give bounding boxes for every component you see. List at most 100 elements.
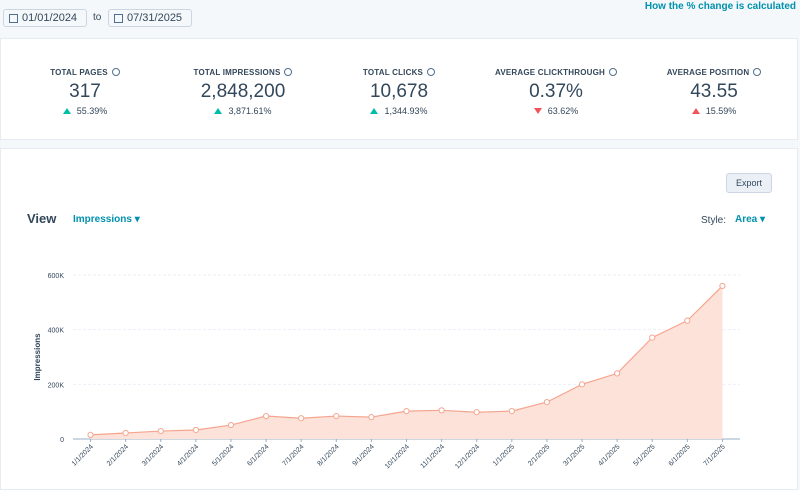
kpi: AVERAGE POSITION 43.55 15.59% [634, 68, 794, 116]
x-tick-label: 9/1/2024 [352, 443, 376, 467]
kpi-card: TOTAL PAGES 317 55.39% TOTAL IMPRESSIONS 2,8… [0, 38, 798, 140]
kpi-label: TOTAL PAGES [5, 68, 165, 77]
style-label: Style: [701, 215, 727, 226]
trend-arrow [214, 108, 223, 114]
x-tick-label: 2/1/2025 [527, 443, 551, 467]
y-tick-label: 200K [48, 382, 65, 389]
x-tick-label: 2/1/2024 [106, 443, 130, 467]
kpi-label-text: TOTAL IMPRESSIONS [193, 68, 281, 77]
y-axis-label: Impressions [33, 333, 42, 381]
kpi-value: 43.55 [690, 81, 738, 102]
point [157, 427, 164, 435]
kpi-change: 55.39% [5, 106, 165, 116]
kpi-change-value: 55.39% [76, 106, 108, 116]
metric: Impressions [73, 214, 132, 225]
trend-arrow [691, 108, 700, 114]
kpi-value: 317 [69, 81, 101, 102]
y-tick-label: 400K [48, 328, 65, 335]
x-tick-label: 4/1/2024 [176, 443, 200, 467]
point [719, 282, 726, 290]
export-button[interactable]: Export [726, 173, 772, 193]
chart: Impressions 0 200K 400K 600K 1/1/2024 2/1/202… [33, 273, 740, 470]
point [649, 334, 656, 341]
point [227, 421, 235, 429]
x-tick-label: 10/1/2024 [384, 443, 411, 470]
kpi-value: 2,848,200 [200, 81, 286, 102]
end-date-input[interactable]: 07/31/2025 [108, 9, 192, 27]
kpi: TOTAL IMPRESSIONS 2,848,200 3,871.61% [163, 68, 323, 116]
x-tick-label: 6/1/2024 [246, 443, 270, 467]
point [333, 412, 340, 420]
kpi-change-value: 3,871.61% [228, 106, 272, 116]
point [122, 429, 129, 437]
x-tick-label: 11/1/2024 [419, 443, 446, 470]
point [508, 408, 515, 415]
info-icon [753, 68, 762, 76]
kpi-change-value: 1,344.93% [384, 106, 428, 116]
date-separator: to [93, 12, 102, 23]
kpi-change: 15.59% [634, 106, 794, 116]
kpi-label: AVERAGE CLICKTHROUGH [476, 68, 636, 77]
x-tick-label: 7/1/2025 [703, 443, 727, 467]
point [438, 407, 445, 414]
start-date-input[interactable]: 01/01/2024 [3, 9, 87, 27]
kpi-label: TOTAL CLICKS [319, 68, 479, 77]
help-link[interactable]: How the % change is calculated [644, 1, 796, 12]
point [192, 426, 199, 434]
kpi-label-text: AVERAGE POSITION [666, 68, 750, 77]
point [473, 409, 480, 416]
x-tick-label: 4/1/2025 [597, 443, 621, 467]
x-tick-label: 5/1/2024 [211, 443, 235, 467]
x-tick-label: 1/1/2024 [71, 443, 95, 467]
info-icon [427, 68, 436, 76]
trend-arrow [62, 108, 71, 114]
y-tick-label: 0 [60, 437, 64, 444]
start-date: 01/01/2024 [22, 12, 78, 24]
point [403, 408, 410, 415]
kpi-value: 10,678 [369, 81, 429, 102]
kpi-change: 3,871.61% [163, 106, 323, 116]
area [90, 285, 723, 439]
x-tick-label: 8/1/2024 [316, 443, 340, 467]
x-tick-label: 12/1/2024 [454, 443, 481, 470]
kpi: TOTAL PAGES 317 55.39% [5, 68, 165, 116]
y-tick-label: 600K [48, 273, 65, 280]
info-icon [111, 68, 120, 76]
metric-dropdown[interactable]: Impressions ▾ [73, 214, 140, 225]
point [298, 415, 305, 422]
point [262, 412, 270, 420]
kpi-label-text: AVERAGE CLICKTHROUGH [494, 68, 606, 77]
point [684, 317, 691, 324]
kpi-change-value: 15.59% [705, 106, 737, 116]
point [87, 431, 94, 438]
kpi: AVERAGE CLICKTHROUGH 0.37% 63.62% [476, 68, 636, 116]
point [578, 381, 586, 388]
trend-arrow [370, 108, 379, 114]
x-tick-label: 7/1/2024 [281, 443, 305, 467]
kpi-label-text: TOTAL PAGES [50, 68, 108, 77]
x-tick-label: 5/1/2025 [632, 443, 656, 467]
kpi-label: AVERAGE POSITION [634, 68, 794, 77]
point [368, 414, 375, 421]
x-tick-label: 3/1/2024 [141, 443, 165, 467]
kpi-change: 63.62% [476, 106, 636, 116]
style-dropdown[interactable]: Area ▾ [735, 214, 766, 225]
kpi-change-value: 63.62% [547, 106, 579, 116]
point [543, 399, 551, 406]
view-title: View [27, 211, 57, 226]
style: Area [735, 214, 758, 225]
x-tick-label: 6/1/2025 [668, 443, 692, 467]
point [614, 370, 621, 377]
x-tick-label: 3/1/2025 [562, 443, 586, 467]
end-date: 07/31/2025 [127, 12, 183, 24]
kpi-value: 0.37% [529, 81, 583, 102]
kpi: TOTAL CLICKS 10,678 1,344.93% [319, 68, 479, 116]
info-icon [609, 68, 618, 76]
kpi-label: TOTAL IMPRESSIONS [163, 68, 323, 77]
kpi-label-text: TOTAL CLICKS [362, 68, 424, 77]
trend-arrow [533, 108, 542, 114]
x-tick-label: 1/1/2025 [492, 443, 516, 467]
kpi-change: 1,344.93% [319, 106, 479, 116]
info-icon [284, 68, 293, 76]
